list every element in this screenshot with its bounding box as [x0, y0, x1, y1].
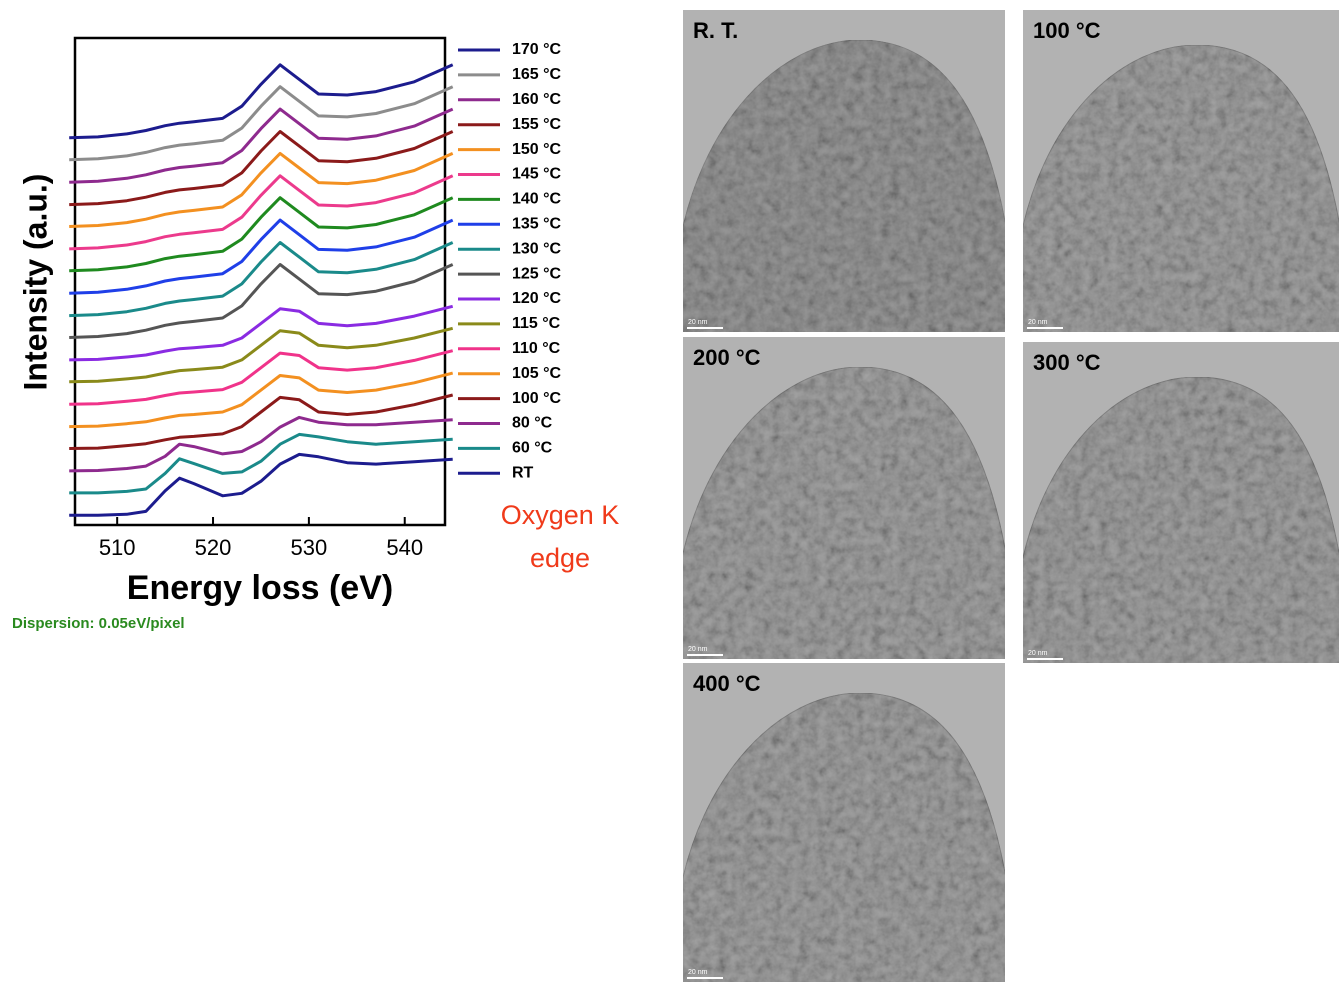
- legend-label: 135 °C: [512, 216, 562, 233]
- particle: [1023, 44, 1339, 332]
- legend-label: 145 °C: [512, 166, 562, 183]
- panel-label: 300 °C: [1033, 350, 1101, 375]
- panel-label: 400 °C: [693, 671, 761, 696]
- series-line: [69, 452, 453, 517]
- x-tick-label: 540: [386, 535, 423, 560]
- series-line: [69, 241, 454, 318]
- series-line: [69, 196, 454, 273]
- series-line: [69, 218, 454, 295]
- series-line: [69, 63, 454, 140]
- series-line: [69, 130, 454, 207]
- legend-label: 140 °C: [512, 191, 562, 208]
- legend-label: 130 °C: [512, 240, 562, 257]
- tem-image: R. T. 20 nm: [683, 10, 1005, 332]
- tem-image: 100 °C 20 nm: [1023, 10, 1339, 332]
- particle: [683, 692, 1005, 982]
- note: Dispersion: 0.05eV/pixel: [12, 615, 185, 632]
- tem-image: 400 °C 20 nm: [683, 663, 1005, 982]
- series-line: [69, 263, 454, 339]
- scale-label: 20 nm: [688, 646, 708, 653]
- particle: [683, 39, 1005, 332]
- tem-image: 200 °C 20 nm: [683, 337, 1005, 659]
- legend-label: 60 °C: [512, 440, 553, 457]
- legend-label: 105 °C: [512, 365, 562, 382]
- series-line: [69, 393, 454, 450]
- legend-label: 110 °C: [512, 340, 561, 357]
- scale-label: 20 nm: [1028, 319, 1048, 326]
- series-line: [69, 432, 453, 495]
- panel-label: 200 °C: [693, 345, 761, 370]
- legend-label: 170 °C: [512, 41, 562, 58]
- series-line: [69, 326, 454, 384]
- plot-frame: [73, 36, 447, 527]
- scale-label: 20 nm: [688, 969, 708, 976]
- legend-label: RT: [512, 465, 534, 482]
- tem-image: 300 °C 20 nm: [1023, 342, 1339, 663]
- legend-label: 150 °C: [512, 141, 562, 158]
- legend-label: 165 °C: [512, 66, 562, 83]
- panel-label: 100 °C: [1033, 18, 1101, 43]
- x-tick-label: 530: [291, 535, 328, 560]
- scale-label: 20 nm: [688, 319, 708, 326]
- legend-label: 160 °C: [512, 91, 562, 108]
- legend-label: 100 °C: [512, 390, 562, 407]
- y-axis-label: Intensity (a.u.): [17, 174, 53, 391]
- annotation: edge: [530, 543, 590, 573]
- particle: [1023, 376, 1339, 663]
- legend-label: 80 °C: [512, 415, 553, 432]
- legend-label: 120 °C: [512, 290, 562, 307]
- series-line: [69, 371, 454, 429]
- x-tick-label: 510: [99, 535, 136, 560]
- legend-label: 155 °C: [512, 116, 562, 133]
- series-line: [69, 107, 454, 184]
- series-line: [69, 415, 453, 473]
- particle: [683, 366, 1005, 659]
- series-line: [69, 151, 454, 228]
- series-line: [69, 174, 454, 251]
- series-line: [69, 304, 454, 362]
- scale-label: 20 nm: [1028, 650, 1048, 657]
- legend-label: 125 °C: [512, 265, 562, 282]
- series-line: [69, 85, 454, 162]
- series-line: [69, 349, 454, 406]
- annotation: Oxygen K: [501, 500, 620, 530]
- x-axis-label: Energy loss (eV): [127, 569, 393, 607]
- panel-label: R. T.: [693, 18, 738, 43]
- legend-label: 115 °C: [512, 315, 561, 332]
- x-tick-label: 520: [195, 535, 232, 560]
